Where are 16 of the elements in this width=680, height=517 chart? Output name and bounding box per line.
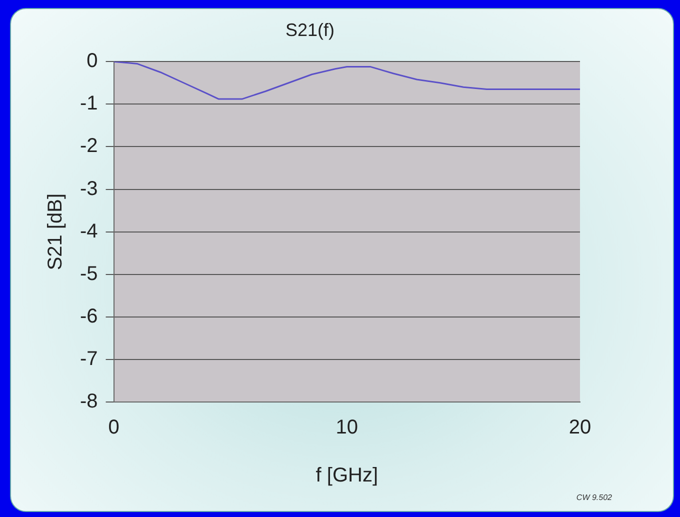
- y-tick-label: -5: [80, 262, 98, 285]
- text: CW 9.502: [576, 493, 613, 502]
- chart-title: S21(f): [285, 20, 335, 40]
- y-tick-label: -7: [80, 348, 98, 370]
- y-tick-label: -6: [80, 305, 98, 328]
- y-tick-label: -8: [80, 390, 98, 413]
- y-tick-label: -4: [80, 220, 98, 242]
- x-axis-title: f [GHz]: [316, 464, 378, 487]
- y-tick-label: 0: [86, 50, 98, 72]
- y-tick-label: -1: [80, 92, 98, 115]
- x-tick-label: 10: [336, 416, 358, 439]
- y-axis-title: S21 [dB]: [44, 193, 67, 270]
- y-tick-label: -2: [80, 135, 98, 158]
- x-tick-label: 0: [108, 416, 120, 439]
- y-tick-label: -3: [80, 178, 98, 200]
- x-tick-label: 20: [568, 416, 592, 439]
